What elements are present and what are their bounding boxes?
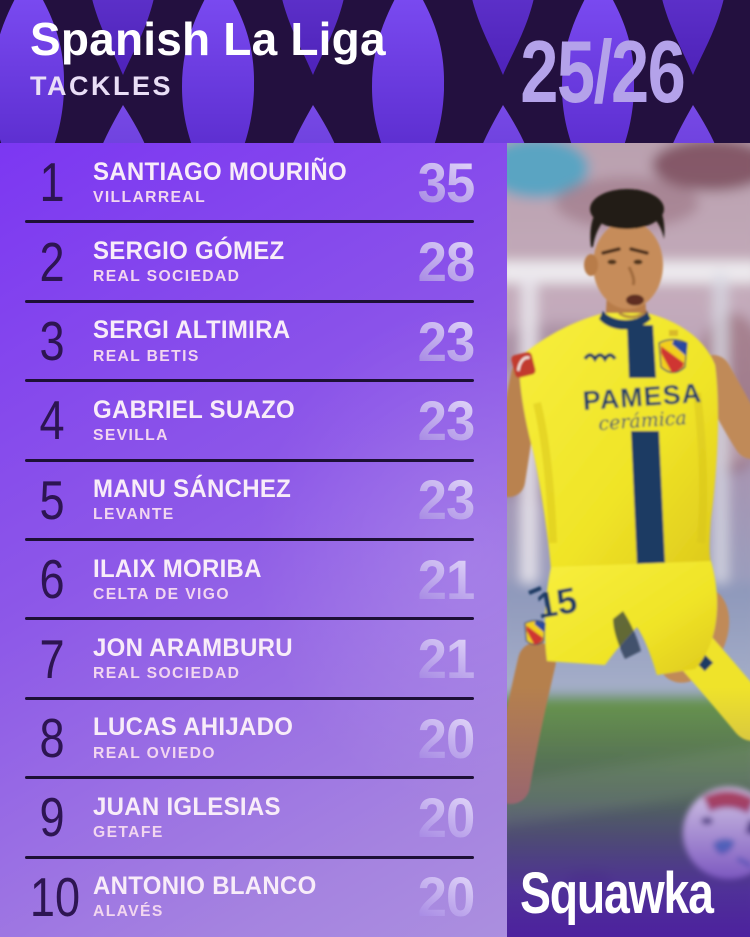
tackles-value: 21 xyxy=(417,627,475,691)
header: Spanish La Liga TACKLES 25/26 xyxy=(0,0,750,143)
mouth xyxy=(626,294,644,306)
player-cell: ANTONIO BLANCO ALAVÉS xyxy=(93,873,414,921)
player-team: ALAVÉS xyxy=(93,903,164,921)
player-team: REAL SOCIEDAD xyxy=(93,268,241,286)
player-name: ILAIX MORIBA xyxy=(93,554,262,583)
villarreal-crest-icon xyxy=(658,330,688,374)
tackles-value: 20 xyxy=(417,706,475,770)
crowd-blur-teal xyxy=(507,143,589,198)
rank-number: 2 xyxy=(39,230,65,293)
player-team: SEVILLA xyxy=(93,427,169,445)
tackles-value: 23 xyxy=(417,309,475,373)
title-block: Spanish La Liga TACKLES xyxy=(30,14,386,102)
table-row: 2 SERGIO GÓMEZ REAL SOCIEDAD 28 xyxy=(0,222,507,304)
table-row: 8 LUCAS AHIJADO REAL OVIEDO 20 xyxy=(0,699,507,780)
player-photo: PAMESA cerámica 15 xyxy=(507,143,750,937)
table-row: 10 ANTONIO BLANCO ALAVÉS 20 xyxy=(0,858,507,937)
rank-number: 9 xyxy=(39,786,65,849)
player-cell: SANTIAGO MOURIÑO VILLARREAL xyxy=(93,157,414,207)
season-label: 25/26 xyxy=(520,22,686,121)
player-name: SERGI ALTIMIRA xyxy=(93,316,291,345)
player-cell: GABRIEL SUAZO SEVILLA xyxy=(93,397,414,445)
rank-number: 6 xyxy=(39,548,65,611)
player-team: GETAFE xyxy=(93,824,164,842)
tackles-value: 28 xyxy=(417,230,475,294)
player-cell: ILAIX MORIBA CELTA DE VIGO xyxy=(93,554,414,604)
player-name: LUCAS AHIJADO xyxy=(93,713,294,742)
shirt-stripe-bottom xyxy=(631,431,665,565)
shorts-number: 15 xyxy=(534,579,581,626)
tackles-value: 20 xyxy=(417,785,475,849)
ear xyxy=(584,254,598,276)
tackles-value: 23 xyxy=(417,388,475,452)
table-row: 9 JUAN IGLESIAS GETAFE 20 xyxy=(0,778,507,860)
player-cell: JON ARAMBURU REAL SOCIEDAD xyxy=(93,635,414,683)
rank-number: 3 xyxy=(39,310,65,373)
rank-number: 10 xyxy=(29,865,81,928)
player-name: JON ARAMBURU xyxy=(93,634,293,663)
player-team: VILLARREAL xyxy=(93,188,207,206)
player-team: CELTA DE VIGO xyxy=(93,585,230,603)
table-row: 7 JON ARAMBURU REAL SOCIEDAD 21 xyxy=(0,619,507,701)
player-head xyxy=(584,189,665,319)
player-name: MANU SÁNCHEZ xyxy=(93,475,292,504)
tackles-value: 35 xyxy=(417,150,475,214)
rank-number: 5 xyxy=(39,468,65,531)
rank-number: 4 xyxy=(39,389,65,452)
player-shirt xyxy=(519,313,718,569)
player-team: REAL SOCIEDAD xyxy=(93,665,241,683)
table-row: 1 SANTIAGO MOURIÑO VILLARREAL 35 xyxy=(0,143,507,224)
shorts-crest-icon xyxy=(524,620,546,646)
player-name: SANTIAGO MOURIÑO xyxy=(93,157,347,186)
page-title: Spanish La Liga xyxy=(30,13,386,65)
player-team: REAL OVIEDO xyxy=(93,744,216,762)
table-row: 5 MANU SÁNCHEZ LEVANTE 23 xyxy=(0,461,507,542)
tackles-value: 23 xyxy=(417,468,475,532)
player-cell: JUAN IGLESIAS GETAFE xyxy=(93,794,414,842)
rank-number: 7 xyxy=(39,627,65,690)
table-row: 6 ILAIX MORIBA CELTA DE VIGO 21 xyxy=(0,540,507,621)
league-patch-icon xyxy=(511,352,536,378)
table-row: 3 SERGI ALTIMIRA REAL BETIS 23 xyxy=(0,302,507,383)
tackles-value: 21 xyxy=(417,547,475,611)
player-name: GABRIEL SUAZO xyxy=(93,395,295,424)
player-left-arm xyxy=(695,355,750,459)
player-team: REAL BETIS xyxy=(93,347,200,365)
player-cell: SERGIO GÓMEZ REAL SOCIEDAD xyxy=(93,238,414,286)
player-name: ANTONIO BLANCO xyxy=(93,872,317,901)
player-shorts xyxy=(544,561,718,675)
player-cell: LUCAS AHIJADO REAL OVIEDO xyxy=(93,714,414,762)
rank-number: 1 xyxy=(39,151,65,214)
player-name: JUAN IGLESIAS xyxy=(93,792,281,821)
table-row: 4 GABRIEL SUAZO SEVILLA 23 xyxy=(0,381,507,463)
player-cell: MANU SÁNCHEZ LEVANTE xyxy=(93,476,414,524)
brand-logo: Squawka xyxy=(520,861,714,926)
photo-scene: PAMESA cerámica 15 xyxy=(507,143,750,937)
shirt-collar xyxy=(599,311,651,330)
player-cell: SERGI ALTIMIRA REAL BETIS xyxy=(93,317,414,365)
page-subtitle: TACKLES xyxy=(30,70,173,101)
player-right-knee xyxy=(507,642,556,804)
kit-maker-icon xyxy=(583,353,617,363)
flame-pattern-background xyxy=(0,0,750,143)
player-team: LEVANTE xyxy=(93,506,175,524)
rank-number: 8 xyxy=(39,707,65,770)
ranking-list: 1 SANTIAGO MOURIÑO VILLARREAL 35 2 SERGI… xyxy=(0,143,507,937)
player-name: SERGIO GÓMEZ xyxy=(93,236,285,265)
tackles-value: 20 xyxy=(417,865,475,929)
shorts-dash xyxy=(528,586,542,595)
shirt-stripe-top xyxy=(627,325,656,378)
